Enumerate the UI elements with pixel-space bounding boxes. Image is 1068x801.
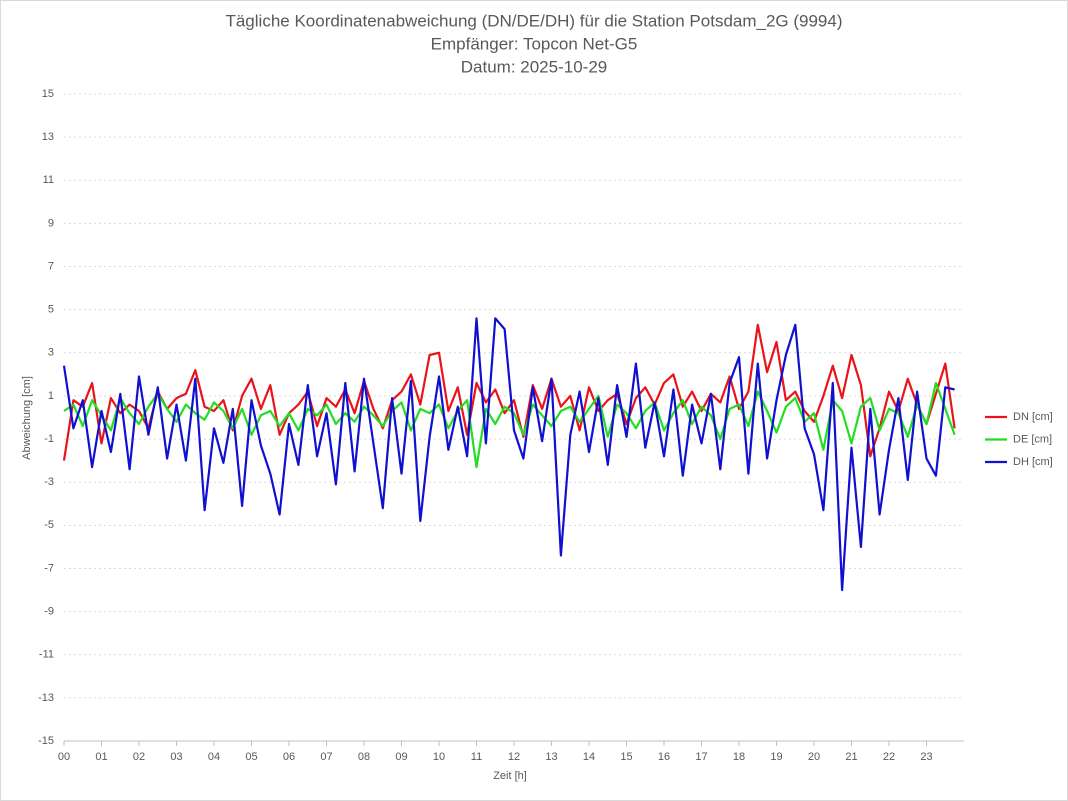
- y-tick-label: -7: [44, 562, 54, 574]
- x-tick-label: 06: [283, 751, 295, 763]
- x-tick-label: 18: [733, 751, 745, 763]
- x-tick-label: 21: [845, 751, 857, 763]
- y-tick-label: 5: [48, 304, 54, 316]
- legend-label: DN [cm]: [1013, 411, 1053, 423]
- x-tick-label: 22: [883, 751, 895, 763]
- x-axis-label: Zeit [h]: [493, 770, 527, 782]
- y-tick-label: 13: [42, 131, 54, 143]
- chart-subtitle: Empfänger: Topcon Net-G5: [431, 34, 638, 53]
- x-tick-label: 01: [95, 751, 107, 763]
- y-tick-label: -5: [44, 519, 54, 531]
- y-tick-label: 7: [48, 260, 54, 272]
- x-tick-label: 23: [920, 751, 932, 763]
- x-tick-label: 04: [208, 751, 220, 763]
- x-tick-label: 08: [358, 751, 370, 763]
- y-tick-label: -11: [39, 649, 54, 661]
- chart-date: Datum: 2025-10-29: [461, 57, 607, 76]
- x-tick-label: 02: [133, 751, 145, 763]
- y-tick-label: -9: [44, 606, 54, 618]
- y-tick-label: 9: [48, 217, 54, 229]
- x-tick-label: 11: [471, 751, 482, 763]
- x-tick-label: 07: [320, 751, 332, 763]
- legend-label: DE [cm]: [1013, 433, 1052, 445]
- y-tick-label: 1: [48, 390, 54, 402]
- x-tick-label: 16: [658, 751, 670, 763]
- x-tick-label: 09: [395, 751, 407, 763]
- chart-title: Tägliche Koordinatenabweichung (DN/DE/DH…: [225, 11, 842, 30]
- x-tick-label: 14: [583, 751, 595, 763]
- y-tick-label: -15: [38, 735, 54, 747]
- x-tick-label: 17: [695, 751, 707, 763]
- y-tick-label: 3: [48, 347, 54, 359]
- y-tick-label: 11: [43, 174, 54, 186]
- y-tick-label: -13: [38, 692, 54, 704]
- x-tick-label: 13: [545, 751, 557, 763]
- x-tick-label: 03: [170, 751, 182, 763]
- y-axis-label: Abweichung [cm]: [21, 376, 33, 460]
- x-tick-label: 10: [433, 751, 445, 763]
- x-tick-label: 19: [770, 751, 782, 763]
- x-tick-label: 00: [58, 751, 70, 763]
- y-tick-label: -1: [44, 433, 54, 445]
- x-tick-label: 20: [808, 751, 820, 763]
- y-tick-label: -3: [44, 476, 54, 488]
- y-tick-label: 15: [42, 88, 54, 100]
- legend-label: DH [cm]: [1013, 456, 1053, 468]
- data-line: [63, 381, 956, 469]
- x-tick-label: 12: [508, 751, 520, 763]
- x-tick-label: 15: [620, 751, 632, 763]
- data-line: [62, 323, 956, 461]
- data-line: [62, 317, 955, 592]
- x-tick-label: 05: [245, 751, 257, 763]
